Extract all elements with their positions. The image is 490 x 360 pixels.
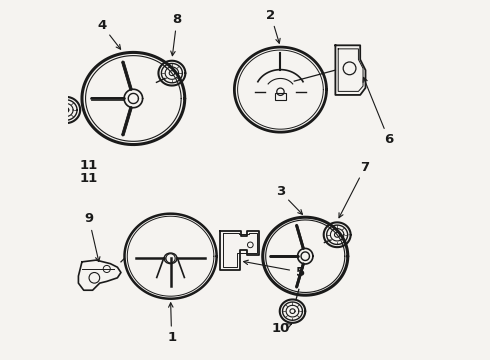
Text: 11: 11 [80,172,98,185]
Text: 1: 1 [167,331,176,344]
Text: 7: 7 [360,161,369,174]
Text: 5: 5 [296,266,306,279]
Bar [275,93,286,100]
Text: 4: 4 [98,19,107,32]
Text: 3: 3 [276,185,285,198]
Text: 9: 9 [84,212,94,225]
Text: 10: 10 [271,322,290,336]
Text: 11: 11 [80,159,98,172]
Text: 2: 2 [266,9,275,22]
Text: 6: 6 [384,133,393,146]
Text: 8: 8 [172,13,182,26]
